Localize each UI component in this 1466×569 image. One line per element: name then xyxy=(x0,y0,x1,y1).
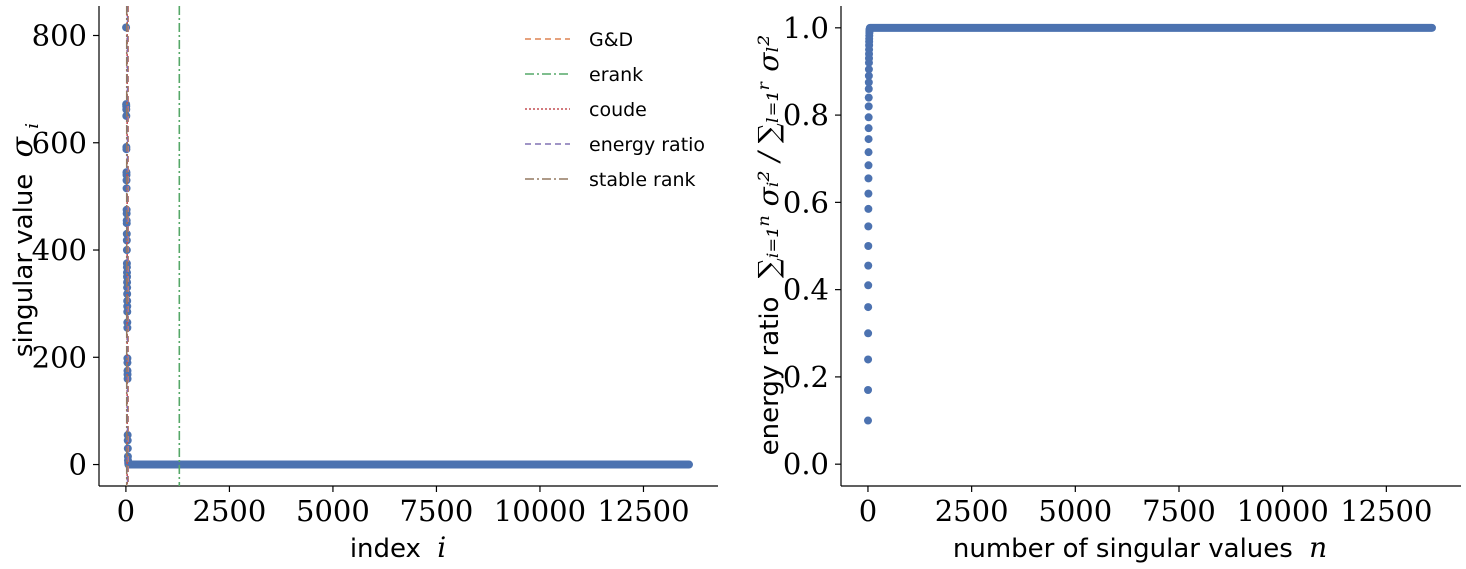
data-point xyxy=(864,84,873,93)
left-ticks: 0 2500 5000 7500 10000 12500 0 200 400 600 800 xyxy=(32,18,690,528)
data-point xyxy=(864,189,873,198)
right-x-tick-label: 5000 xyxy=(1038,494,1112,528)
data-point xyxy=(864,261,873,270)
left-y-axis-label: singular value σ i xyxy=(5,123,43,357)
right-x-tick-label: 2500 xyxy=(935,494,1009,528)
legend-label: stable rank xyxy=(589,169,696,191)
right-points xyxy=(863,23,1436,425)
left-x-tick-label: 0 xyxy=(117,494,135,528)
data-point xyxy=(864,102,873,111)
data-point xyxy=(864,242,873,250)
data-point xyxy=(864,148,873,157)
singular-values-chart: 0 2500 5000 7500 10000 12500 0 200 400 600 800 G&D… xyxy=(5,6,718,564)
right-y-tick-label: 0.6 xyxy=(783,185,829,219)
left-x-tick-label: 12500 xyxy=(597,494,689,528)
legend-label: G&D xyxy=(589,29,633,51)
right-y-tick-label: 0.4 xyxy=(783,273,829,307)
left-y-tick-label: 0 xyxy=(69,448,87,482)
legend: G&D erank coude energy ratio stable rank xyxy=(525,29,705,191)
data-point xyxy=(864,93,873,102)
data-point xyxy=(864,174,873,183)
data-point xyxy=(864,135,873,144)
right-x-tick-label: 0 xyxy=(859,494,877,528)
legend-label: erank xyxy=(589,64,643,86)
right-x-axis-label: number of singular values n xyxy=(953,531,1327,564)
energy-ratio-chart: 0 2500 5000 7500 10000 12500 0.0 0.2 0.4 0.6 0.8 1.… xyxy=(752,6,1461,564)
data-point xyxy=(864,303,873,312)
data-point xyxy=(863,416,872,425)
left-y-tick-label: 800 xyxy=(32,18,87,52)
right-y-axis-label: energy ratio ∑ᵢ₌₁ⁿ σᵢ² / ∑ₗ₌₁ʳ σₗ² xyxy=(752,35,785,456)
data-point xyxy=(864,355,873,364)
data-point xyxy=(864,124,873,133)
right-ticks: 0 2500 5000 7500 10000 12500 0.0 0.2 0.4 0.6 0.8 1.… xyxy=(783,11,1433,528)
left-x-tick-label: 7500 xyxy=(400,494,474,528)
data-point xyxy=(864,71,873,80)
left-x-tick-label: 10000 xyxy=(494,494,586,528)
right-y-tick-label: 0.0 xyxy=(783,447,829,481)
data-point xyxy=(864,329,873,338)
left-y-tick-label: 200 xyxy=(32,340,87,374)
legend-label: coude xyxy=(589,99,647,121)
right-x-tick-label: 10000 xyxy=(1237,494,1329,528)
left-points xyxy=(122,23,694,469)
left-x-axis-label: index i xyxy=(350,531,446,564)
data-point xyxy=(864,161,873,170)
data-point xyxy=(864,78,873,87)
data-point xyxy=(864,204,873,213)
data-point xyxy=(864,386,873,394)
legend-label: energy ratio xyxy=(589,134,705,156)
right-y-tick-label: 1.0 xyxy=(783,11,829,45)
right-y-tick-label: 0.2 xyxy=(783,360,829,394)
data-point xyxy=(865,24,874,33)
right-x-tick-label: 12500 xyxy=(1340,494,1432,528)
left-x-tick-label: 5000 xyxy=(296,494,370,528)
data-point xyxy=(864,222,873,231)
left-y-tick-label: 600 xyxy=(32,126,87,160)
data-point xyxy=(864,113,873,122)
right-x-tick-label: 7500 xyxy=(1142,494,1216,528)
left-y-tick-label: 400 xyxy=(32,233,87,267)
data-point xyxy=(864,281,873,290)
left-x-tick-label: 2500 xyxy=(193,494,267,528)
right-y-tick-label: 0.8 xyxy=(783,98,829,132)
data-point xyxy=(864,65,873,74)
left-vlines xyxy=(125,6,181,486)
